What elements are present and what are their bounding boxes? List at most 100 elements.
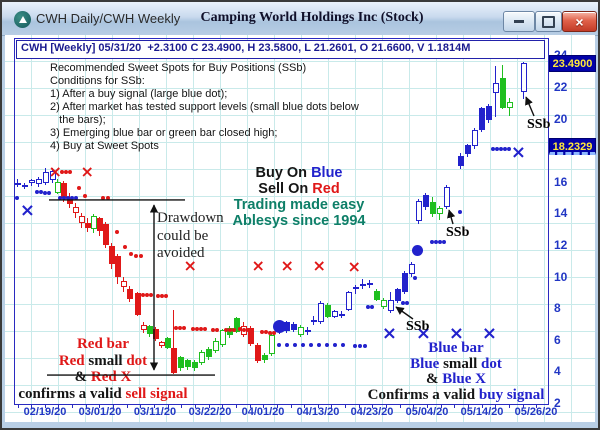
conditions-line: 4) Buy at Sweet Spots [50, 140, 159, 152]
red-dot [224, 328, 228, 333]
candle-body [345, 292, 352, 310]
candle-body [78, 215, 85, 223]
candle-body [219, 330, 226, 345]
close-button[interactable]: × [562, 11, 597, 32]
blue-dot [366, 304, 370, 309]
quote-bar: CWH [Weekly] 05/31/20 +2.3100 C 23.4900,… [16, 40, 545, 59]
blue-dot [438, 239, 442, 244]
promo-note: Buy On Blue Sell On Red Trading made easy A… [226, 165, 372, 229]
candle-body [108, 245, 115, 264]
x-axis-tick [154, 404, 155, 408]
candle-body [233, 318, 240, 332]
conditions-note: Recommended Sweet Spots for Buy Position… [50, 62, 359, 153]
maximize-button[interactable] [535, 11, 562, 32]
blue-dot [370, 304, 374, 309]
candle-body [170, 348, 177, 373]
note-line: Blue bar [366, 340, 546, 357]
candle-body [191, 361, 198, 369]
x-axis-tick [85, 404, 87, 408]
note-segment: Blue [311, 165, 343, 181]
x-axis-tick [113, 404, 115, 408]
blue-dot [317, 342, 321, 347]
drawdown-line: Drawdown [157, 210, 224, 226]
titlebar[interactable]: CWH Daily/CWH Weekly Camping World Holdi… [2, 2, 598, 36]
chart-plot-area[interactable] [14, 38, 549, 405]
price-badge-last: 23.4900 [549, 54, 596, 72]
red-dot [272, 330, 276, 335]
y-tick-label: 20 [554, 111, 568, 126]
candle-body [54, 181, 61, 193]
red-x-mark: × [280, 256, 294, 275]
candle-body [66, 197, 73, 204]
candle-body [366, 283, 373, 286]
conditions-line: the bars); [50, 114, 106, 126]
blue-dot [35, 190, 39, 195]
x-axis-tick [58, 404, 60, 408]
blue-x-mark: × [415, 322, 431, 344]
y-tick-label: 6 [554, 332, 561, 347]
drawdown-note: Drawdown could be avoided [157, 210, 224, 263]
x-axis-tick [44, 404, 46, 408]
blue-dot [442, 239, 446, 244]
x-tick-label: 05/14/20 [460, 406, 504, 418]
blue-dot [499, 146, 503, 151]
blue-dot [358, 344, 362, 349]
candle-body [492, 83, 499, 94]
x-axis-tick [99, 404, 101, 408]
note-segment: dot [126, 352, 148, 369]
candle-body [499, 78, 506, 108]
app-icon [14, 11, 31, 28]
note-line: confirms a valid sell signal [14, 386, 192, 403]
note-segment: sell signal [125, 385, 188, 402]
blue-dot [74, 196, 78, 201]
red-x-mark: × [347, 256, 361, 276]
candle-body [96, 218, 103, 231]
candle-body [102, 224, 109, 245]
red-dot [134, 254, 138, 259]
x-axis-tick [427, 404, 428, 408]
candle-body [35, 179, 42, 185]
y-tick-label: 12 [554, 238, 568, 252]
candle-body [254, 344, 261, 362]
x-axis-tick [481, 404, 483, 408]
candle-body [84, 222, 91, 228]
drawdown-line: avoided [157, 245, 205, 261]
y-tick-label: 4 [554, 364, 561, 379]
red-dot [232, 328, 236, 333]
note-segment: buy signal [478, 386, 545, 403]
candle-body [247, 327, 254, 344]
red-dot [250, 329, 254, 334]
x-axis-tick [440, 404, 442, 408]
blue-dot [434, 239, 438, 244]
x-axis-tick [331, 404, 333, 408]
candle-body [114, 256, 121, 277]
blue-dot [43, 190, 47, 195]
x-axis-tick [345, 404, 347, 408]
blue-dot [405, 301, 409, 306]
blue-dot [309, 342, 313, 347]
x-axis-tick [413, 404, 415, 408]
x-tick-label: 03/11/20 [133, 406, 177, 418]
y-tick-label: 8 [554, 301, 561, 316]
note-segment: & [74, 369, 91, 385]
blue-x-mark: × [448, 322, 464, 344]
x-axis-tick [508, 404, 510, 408]
candle-body [380, 300, 387, 308]
red-dot [139, 254, 143, 259]
x-axis-tick [249, 404, 251, 408]
note-segment: Red bar [76, 336, 130, 352]
quote-text: CWH [Weekly] 05/31/20 +2.3100 C 23.4900,… [21, 42, 471, 54]
red-dot [106, 195, 110, 200]
x-tick-label: 03/22/20 [188, 406, 232, 418]
x-axis-tick [17, 404, 19, 408]
buy-signal-note: Blue bar Blue small dot & Blue X Confirms a… [366, 340, 546, 403]
x-axis-tick [522, 404, 524, 408]
chart-title: Camping World Holdings Inc (Stock) [200, 10, 424, 25]
candle-body [49, 170, 56, 181]
blue-x-mark: × [510, 142, 526, 163]
x-axis-tick [276, 404, 278, 408]
x-axis-tick [235, 404, 237, 408]
minimize-button[interactable] [503, 11, 535, 32]
